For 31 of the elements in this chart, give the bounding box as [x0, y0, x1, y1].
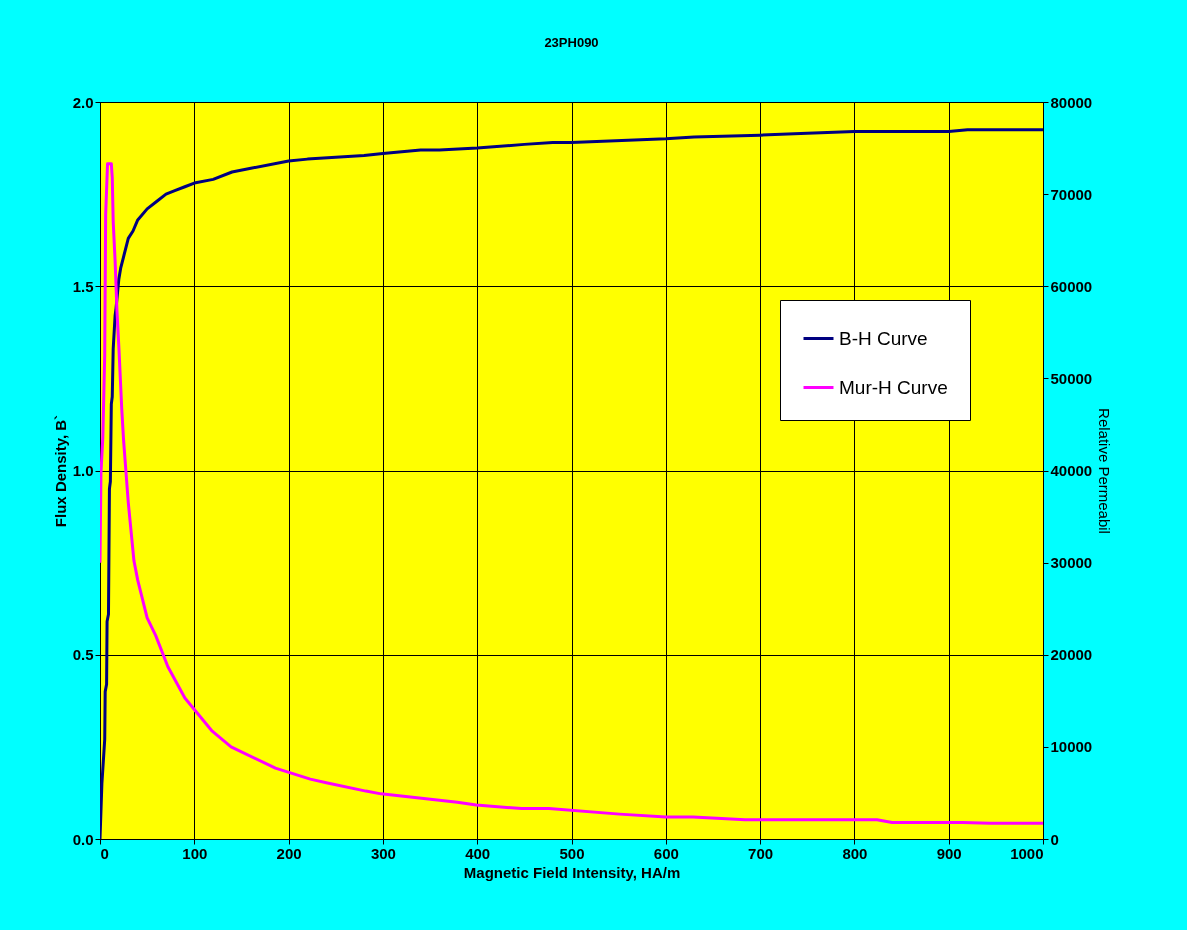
x-tick-label: 1000: [1010, 844, 1044, 862]
x-tick-label: 100: [182, 844, 208, 862]
y2-tick-label: 40000: [1050, 462, 1093, 479]
y2-tick-label: 80000: [1050, 93, 1093, 111]
y2-tick-label: 0: [1050, 830, 1059, 848]
legend-label: Mur-H Curve: [839, 376, 948, 398]
y-tick-label: 0.5: [72, 646, 94, 664]
x-tick-label: 0: [100, 844, 109, 862]
y2-tick-label: 50000: [1050, 369, 1093, 387]
x-tick-label: 900: [936, 844, 962, 862]
y-axis-title: Flux Density, B`: [51, 414, 69, 528]
y-tick-label: 2.0: [72, 93, 94, 111]
y-tick-label: 1.5: [72, 277, 94, 295]
x-tick-label: 300: [370, 844, 396, 862]
y2-tick-label: 70000: [1050, 185, 1093, 203]
y2-tick-label: 30000: [1050, 554, 1093, 572]
y-tick-label: 1.0: [72, 462, 94, 479]
y-tick-label: 0.0: [72, 830, 94, 848]
chart-title: 23PH090: [544, 35, 599, 50]
y2-tick-label: 60000: [1050, 277, 1093, 295]
x-tick-label: 500: [559, 844, 585, 862]
y2-tick-label: 20000: [1050, 646, 1093, 664]
legend-label: B-H Curve: [839, 327, 928, 349]
y2-axis-title: Relative Permeabil: [1096, 408, 1114, 534]
x-tick-label: 700: [748, 844, 774, 862]
x-axis-title: Magnetic Field Intensity, HA/m: [463, 863, 681, 881]
y2-tick-label: 10000: [1050, 738, 1093, 756]
x-tick-label: 200: [276, 844, 302, 862]
x-tick-label: 800: [842, 844, 868, 862]
x-tick-label: 400: [465, 844, 491, 862]
x-tick-label: 600: [653, 844, 679, 862]
